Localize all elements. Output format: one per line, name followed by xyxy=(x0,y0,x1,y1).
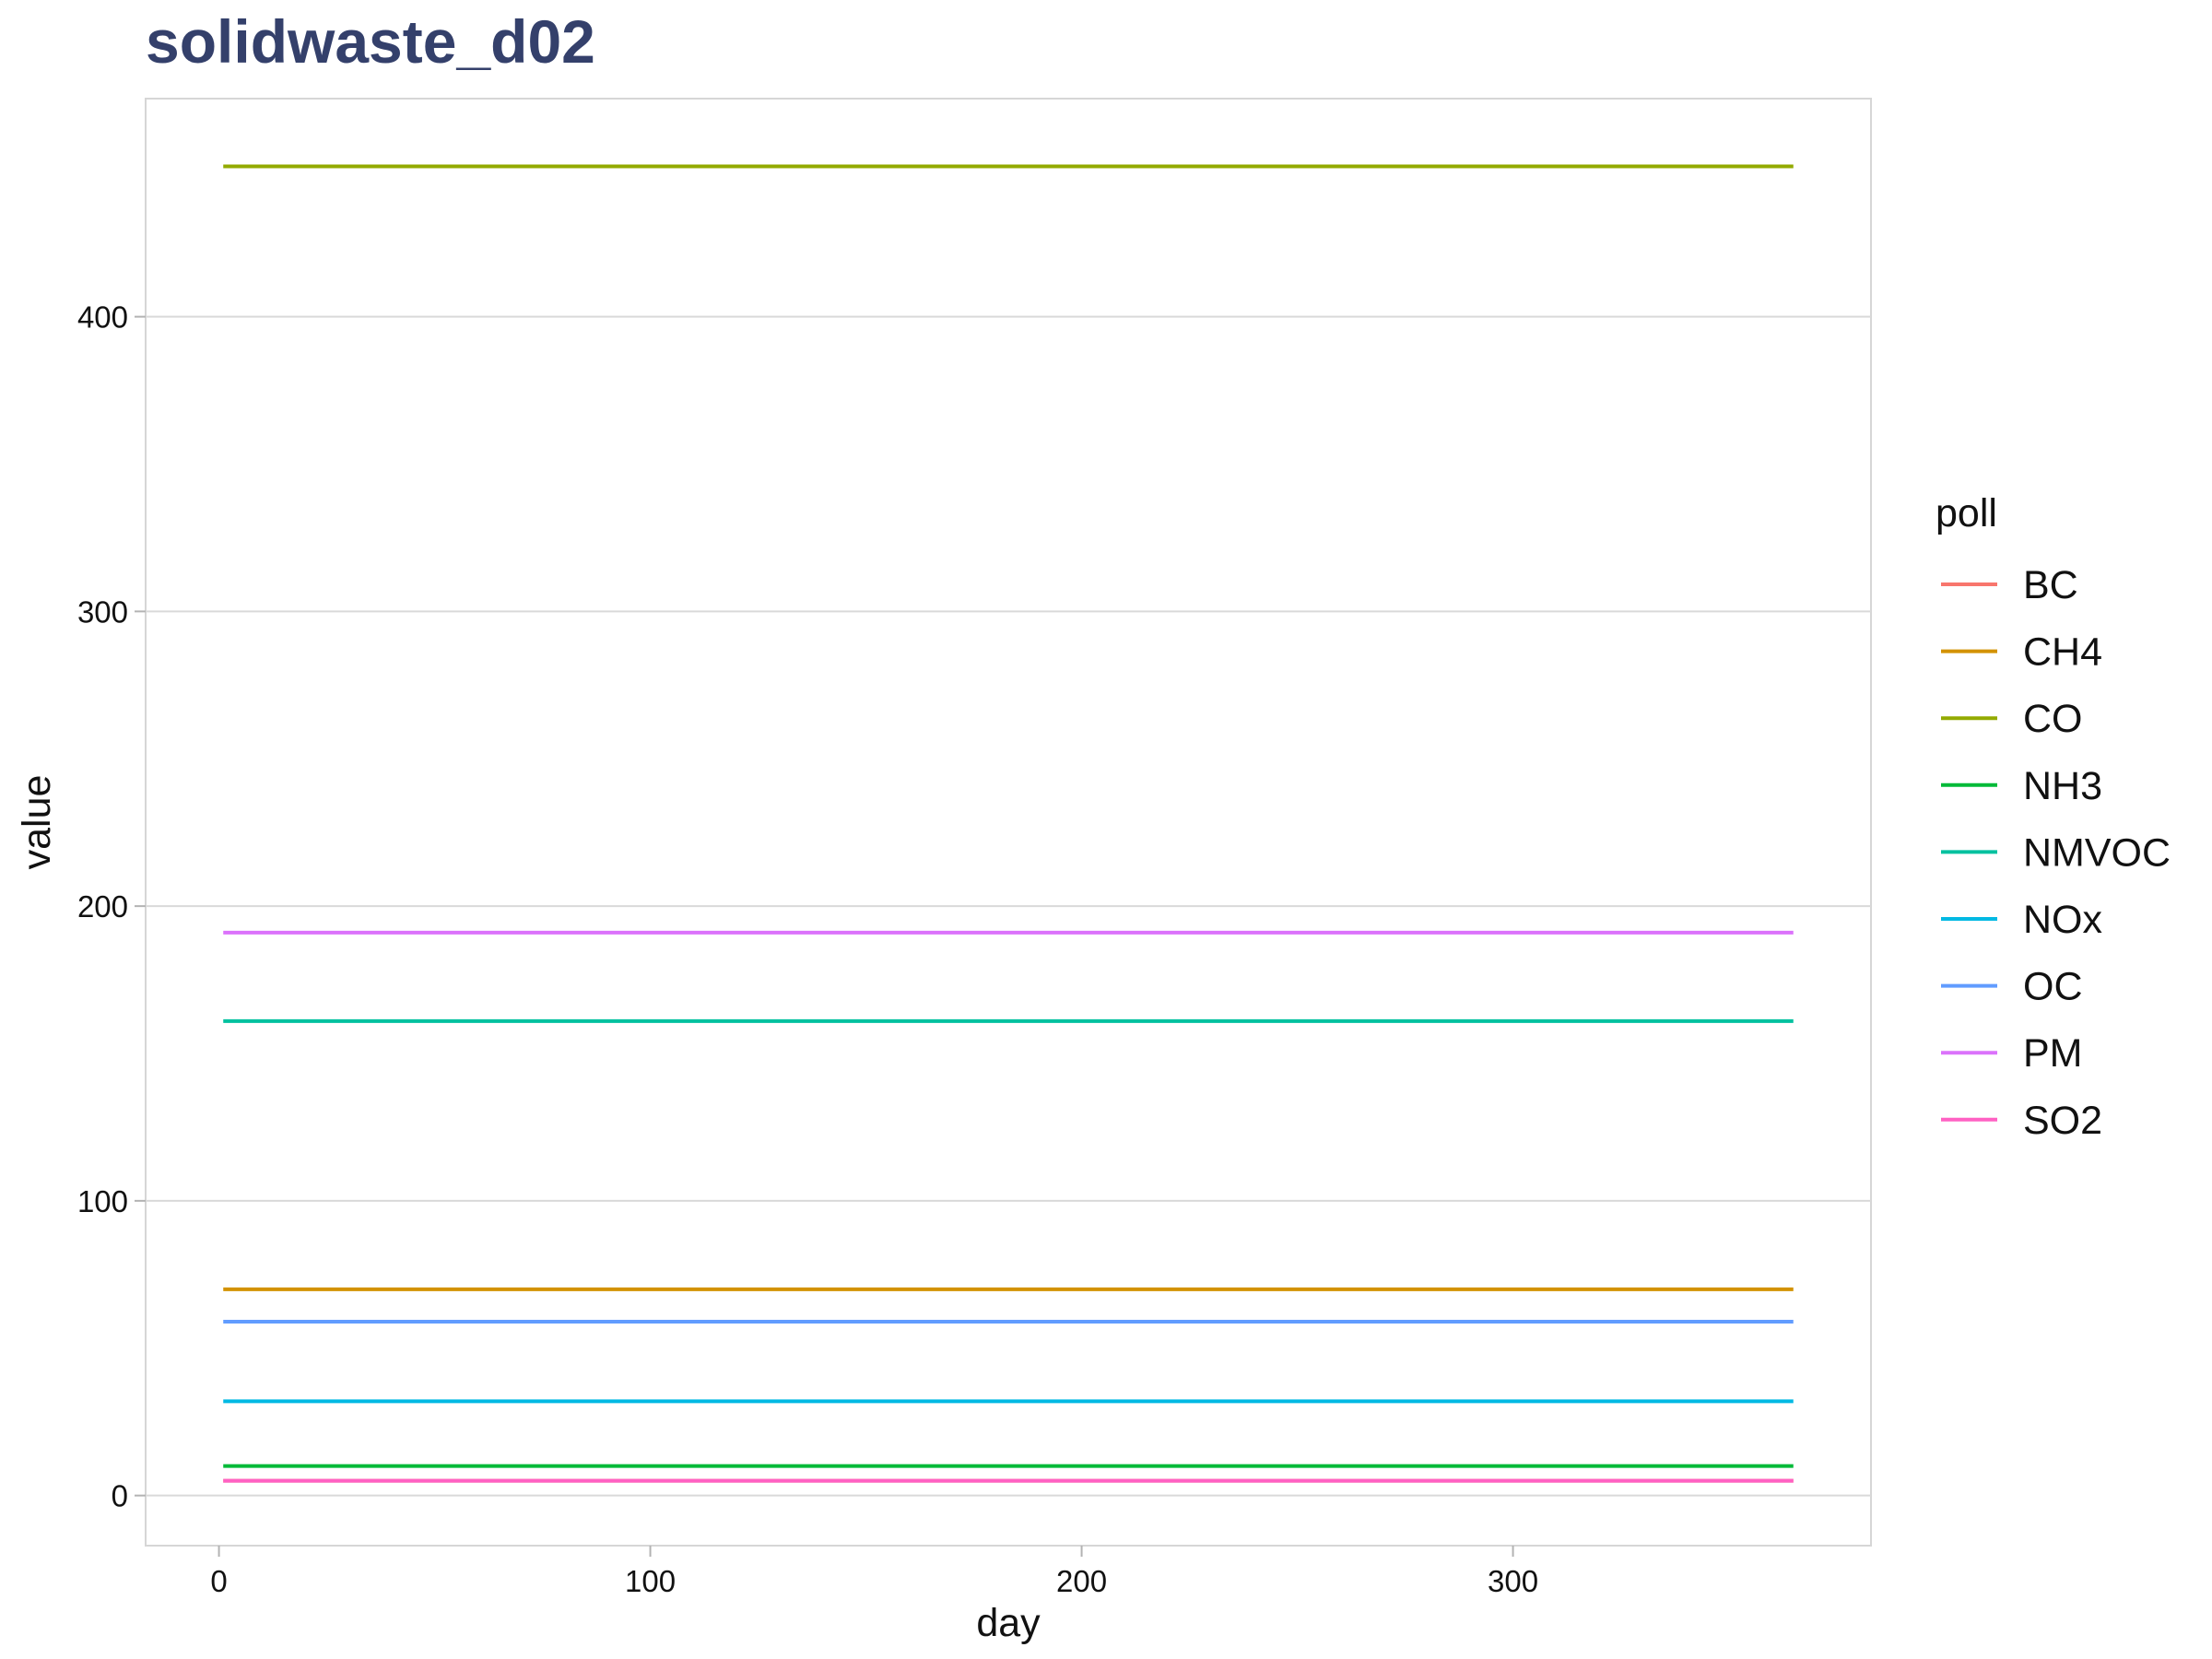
y-axis-ticks: 0 100 200 300 400 xyxy=(77,300,146,1513)
legend-title: poll xyxy=(1936,491,1997,535)
x-tick-label: 100 xyxy=(625,1564,676,1598)
y-tick-label: 100 xyxy=(77,1184,128,1218)
x-tick-label: 200 xyxy=(1056,1564,1107,1598)
legend-item-nh3: NH3 xyxy=(1941,764,2102,808)
legend-items: BC CH4 CO NH3 NMVOC NOx OC PM SO2 xyxy=(1941,563,2171,1143)
legend-item-pm: PM xyxy=(1941,1031,2083,1076)
legend-label: NMVOC xyxy=(2023,830,2171,875)
legend-item-co: CO xyxy=(1941,697,2083,741)
legend-item-nmvoc: NMVOC xyxy=(1941,830,2171,875)
plot-panel xyxy=(145,98,1872,1547)
legend-item-bc: BC xyxy=(1941,563,2078,607)
y-axis-title: value xyxy=(15,775,59,870)
series-lines xyxy=(223,164,1794,1483)
legend-label: NH3 xyxy=(2023,764,2102,808)
y-tick-label: 400 xyxy=(77,300,128,335)
legend-item-ch4: CH4 xyxy=(1941,630,2102,675)
x-tick-label: 0 xyxy=(210,1564,227,1598)
legend-label: SO2 xyxy=(2023,1099,2102,1143)
legend-label: BC xyxy=(2023,563,2078,607)
y-tick-label: 200 xyxy=(77,889,128,924)
legend-item-so2: SO2 xyxy=(1941,1099,2102,1143)
legend-item-oc: OC xyxy=(1941,965,2083,1009)
x-axis-ticks: 0 100 200 300 xyxy=(210,1546,1538,1598)
x-axis-title: day xyxy=(976,1601,1041,1645)
legend-label: OC xyxy=(2023,965,2083,1009)
legend-label: CH4 xyxy=(2023,630,2102,675)
chart-title: solidwaste_d02 xyxy=(146,7,595,76)
y-tick-label: 0 xyxy=(112,1479,128,1513)
legend-label: PM xyxy=(2023,1031,2083,1076)
gridlines xyxy=(146,315,1871,1497)
x-tick-label: 300 xyxy=(1488,1564,1538,1598)
legend: poll BC CH4 CO NH3 NMVOC NOx OC PM SO2 xyxy=(1936,491,2171,1143)
y-tick-label: 300 xyxy=(77,594,128,629)
legend-label: CO xyxy=(2023,697,2083,741)
legend-item-nox: NOx xyxy=(1941,898,2103,942)
legend-label: NOx xyxy=(2023,898,2103,942)
